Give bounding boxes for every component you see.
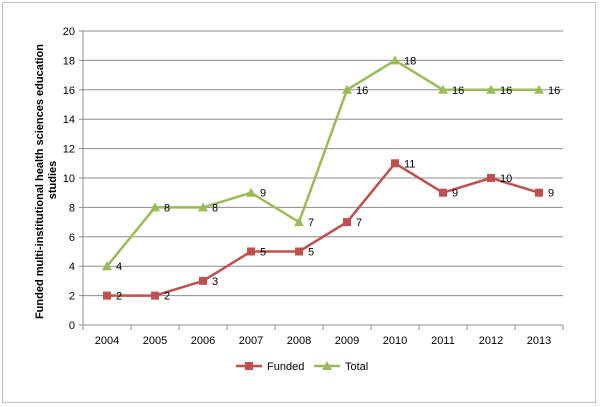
y-axis-label: Funded multi-institutional health scienc… — [34, 41, 59, 319]
funded-data-label: 5 — [308, 247, 314, 259]
total-data-label: 16 — [356, 85, 368, 97]
y-tick-label: 12 — [63, 144, 75, 156]
triangle-marker — [150, 202, 160, 212]
triangle-marker — [198, 202, 208, 212]
triangle-marker — [342, 84, 352, 94]
square-marker — [103, 291, 111, 300]
y-axis-label-line2: studies — [47, 161, 59, 200]
y-tick-label: 6 — [69, 232, 75, 244]
funded-data-label: 9 — [452, 188, 458, 200]
funded-data-label: 5 — [260, 247, 266, 259]
funded-data-label: 9 — [548, 188, 554, 200]
y-axis-label-line1: Funded multi-institutional health scienc… — [34, 44, 46, 319]
y-tick-label: 4 — [69, 261, 75, 273]
triangle-marker — [102, 261, 112, 271]
funded-series-line — [107, 162, 540, 297]
funded-data-label: 2 — [116, 291, 122, 303]
total-data-label: 16 — [548, 85, 560, 97]
gridlines — [83, 30, 563, 297]
square-marker — [343, 218, 351, 227]
y-tick-label: 10 — [63, 173, 75, 185]
x-tick-label: 2004 — [95, 335, 119, 347]
y-tick-label: 16 — [63, 85, 75, 97]
total-data-label: 18 — [404, 55, 416, 67]
total-data-label: 16 — [500, 85, 512, 97]
axes — [79, 30, 564, 330]
y-tick-label: 18 — [63, 55, 75, 67]
x-tick-label: 2006 — [191, 335, 215, 347]
x-tick-label: 2009 — [335, 335, 359, 347]
square-marker — [439, 188, 447, 197]
y-tick-label: 14 — [63, 114, 75, 126]
legend: Funded Total — [236, 361, 368, 373]
total-data-label: 8 — [164, 202, 170, 214]
triangle-marker — [246, 187, 256, 197]
x-tick-labels: 2004 2005 2006 2007 2008 2009 2010 2011 2012 2013 — [95, 335, 551, 347]
triangle-marker — [322, 361, 332, 370]
total-data-label: 8 — [212, 202, 218, 214]
total-legend-label: Total — [345, 361, 368, 373]
triangle-marker — [438, 84, 448, 94]
triangle-marker — [294, 217, 304, 227]
funded-data-label: 11 — [404, 158, 415, 170]
square-marker — [535, 188, 543, 197]
square-marker — [295, 247, 303, 256]
funded-data-label: 3 — [212, 276, 218, 288]
data-labels: 2 2 3 5 5 7 11 9 10 9 4 8 8 9 7 16 18 16 16 16 — [116, 55, 560, 302]
triangle-marker — [486, 84, 496, 94]
total-data-label: 4 — [116, 261, 122, 273]
x-tick-label: 2011 — [431, 335, 455, 347]
square-marker — [199, 276, 207, 285]
total-data-label: 7 — [308, 217, 314, 229]
funded-data-label: 10 — [500, 173, 512, 185]
x-tick-label: 2010 — [383, 335, 407, 347]
chart-frame — [2, 2, 596, 403]
triangle-marker — [534, 84, 544, 94]
x-tick-label: 2013 — [527, 335, 551, 347]
y-tick-label: 2 — [69, 291, 75, 303]
y-tick-label: 8 — [69, 202, 75, 214]
y-tick-labels: 0 2 4 6 8 10 12 14 16 18 20 — [63, 26, 75, 332]
funded-data-label: 7 — [356, 217, 362, 229]
square-marker — [245, 362, 253, 370]
total-data-label: 9 — [260, 188, 266, 200]
x-tick-label: 2012 — [479, 335, 503, 347]
y-tick-label: 0 — [69, 320, 75, 332]
y-tick-label: 20 — [63, 26, 75, 38]
square-marker — [151, 291, 159, 300]
square-marker — [391, 159, 399, 168]
total-series-line — [106, 59, 539, 267]
x-tick-label: 2008 — [287, 335, 311, 347]
total-data-label: 16 — [452, 85, 464, 97]
funded-legend-label: Funded — [267, 361, 304, 373]
triangle-marker — [390, 55, 400, 65]
x-tick-label: 2005 — [143, 335, 167, 347]
x-tick-label: 2007 — [239, 335, 263, 347]
series — [102, 55, 544, 300]
funded-data-label: 2 — [164, 291, 170, 303]
square-marker — [487, 174, 495, 182]
square-marker — [247, 247, 255, 256]
